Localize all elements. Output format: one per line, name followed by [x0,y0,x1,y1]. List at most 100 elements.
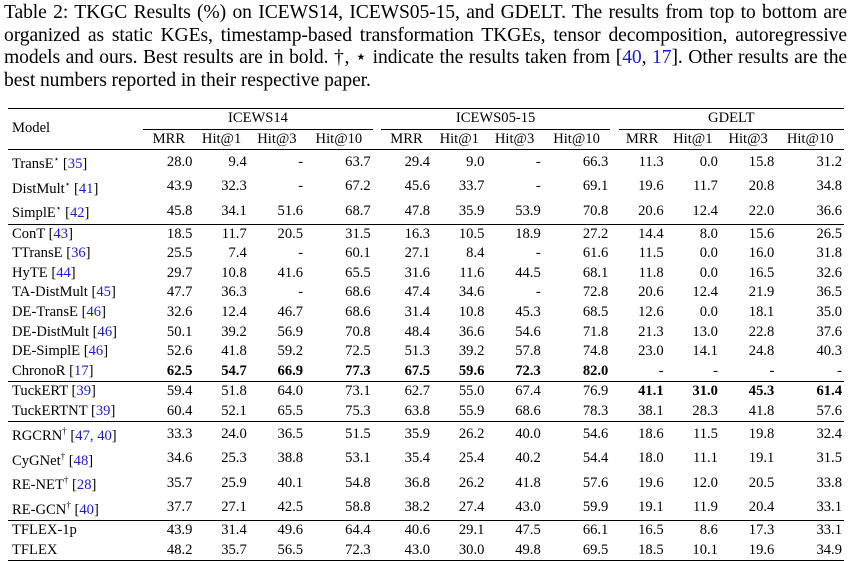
value-cell: 12.4 [666,283,720,303]
value-cell: 11.5 [619,244,666,264]
value-cell: 11.9 [666,496,720,521]
value-cell: 19.6 [619,471,666,495]
citation-link[interactable]: 40 [79,501,94,518]
value-cell: 31.8 [776,244,844,264]
citation-link[interactable]: 39 [95,402,111,419]
value: - [713,362,718,379]
citation-link[interactable]: 47, 40 [75,428,112,445]
value-cell: 68.7 [305,199,373,224]
value-cell: 27.4 [432,496,486,521]
value-cell: 68.6 [305,303,373,323]
value-cell: 55.9 [432,402,486,422]
value-cell: 35.4 [381,447,432,471]
citation-link[interactable]: 46 [97,323,113,340]
value-cell: 25.4 [432,447,486,471]
value-cell: 12.4 [666,199,720,224]
citation-link[interactable]: 28 [76,477,92,494]
citation-link[interactable]: 48 [73,452,89,469]
value-cell: 0.0 [665,149,720,175]
model-name: TuckERT [12,383,68,400]
value-cell: 18.9 [486,223,543,245]
value-cell: 32.6 [143,303,194,323]
value-cell: 63.7 [305,149,373,175]
value: 19.1 [748,450,775,467]
value: 31.4 [221,522,247,539]
value: 67.4 [515,383,541,400]
value-cell: 29.4 [380,149,433,175]
value: 54.6 [582,425,609,442]
value: 67.5 [404,362,431,379]
table-row: DE-DistMult [46] 50.1 39.2 56.9 70.8 48.4 36.6… [8,323,844,343]
value-cell: 0.0 [666,244,720,264]
value: 36.3 [221,284,247,301]
model-name: RE-NET [12,477,64,494]
table-row: CyGNet† [48] 34.6 25.3 38.8 53.1 35.4 25.4 40.2… [8,447,844,471]
citation-link[interactable]: 44 [56,264,71,281]
value: 41.8 [748,402,775,419]
citation-link[interactable]: 35 [67,156,83,173]
model-name-cell: RE-NET† [28] [12,475,97,494]
value-cell: 12.6 [619,303,666,323]
citation-link[interactable]: 39 [76,383,92,400]
caption-ref-1[interactable]: 40 [622,47,642,68]
metric-header: MRR [390,130,423,147]
value-cell: 51.8 [194,381,249,402]
model-name: TA-DistMult [12,284,88,301]
value-cell: 16.3 [380,223,433,245]
citation-link[interactable]: 46 [86,303,102,320]
value: 8.4 [466,245,485,262]
value-cell: 28.0 [143,149,195,175]
value: 51.6 [277,202,304,219]
value-cell: 65.5 [249,402,305,422]
value-cell: - [248,149,306,175]
value: 66.3 [582,153,609,170]
value-cell: 20.5 [248,223,306,245]
value-cell: 66.3 [542,149,611,175]
value: - [837,362,842,379]
value: 25.4 [458,450,485,467]
value-cell: 54.6 [542,421,611,447]
value-cell: 35.0 [776,303,844,323]
model-name-cell: ChronoR [17] [12,362,94,379]
value: - [535,284,541,301]
value: 18.5 [166,225,193,242]
value-cell: 40.2 [486,447,542,471]
citation-link[interactable]: 43 [53,225,69,242]
value: 11.7 [221,225,247,242]
value: 72.3 [515,362,541,379]
value: 36.6 [816,202,842,219]
value: 64.0 [277,383,304,400]
value-cell: 77.3 [305,362,373,382]
citation-link[interactable]: 46 [88,343,104,360]
value-cell: 33.3 [143,421,195,447]
value-cell: 69.5 [542,540,611,561]
dataset-header-icews14: ICEWS14 [143,108,373,130]
value-cell: 33.7 [432,175,486,199]
value: 22.8 [748,323,775,340]
value: 38.1 [638,402,664,419]
value: 12.0 [692,474,718,491]
value: 26.2 [458,425,485,442]
value: 61.4 [816,383,842,400]
value-cell: 34.6 [432,283,486,303]
citation-link[interactable]: 42 [69,204,85,221]
value-cell: 45.6 [381,175,432,199]
value: 19.1 [638,499,664,516]
citation-link[interactable]: 36 [71,245,86,262]
value: 21.9 [748,284,775,301]
value-cell: 75.3 [305,402,373,422]
value: 12.6 [638,303,664,320]
value-cell: 25.3 [194,447,248,471]
value: 32.3 [221,178,247,195]
value: 20.4 [748,499,775,516]
table-row: ChronoR [17] 62.5 54.7 66.9 77.3 67.5 59.6 72.3… [8,362,844,382]
value-cell: 20.6 [619,283,666,303]
caption-ref-2[interactable]: 17 [652,47,672,68]
value-cell: 62.7 [380,381,433,402]
citation-link[interactable]: 45 [96,284,111,301]
citation-link[interactable]: 17 [74,362,89,379]
value: 52.6 [166,343,193,360]
metric-header: Hit@3 [257,130,297,147]
citation-link[interactable]: 41 [78,180,94,197]
value: 56.5 [277,541,304,558]
